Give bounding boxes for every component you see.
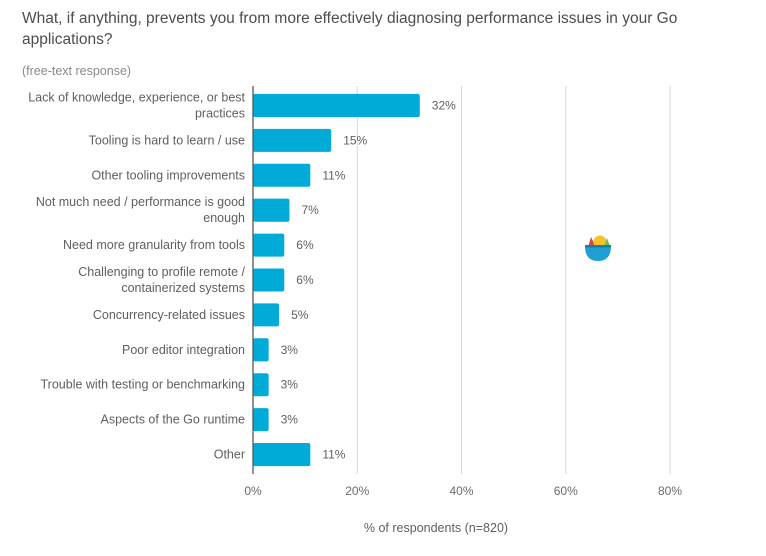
value-label: 5% (291, 308, 309, 322)
bar (253, 408, 269, 432)
x-tick-label: 80% (658, 484, 682, 498)
x-tick-label: 60% (554, 484, 578, 498)
x-tick-label: 40% (449, 484, 473, 498)
category-label: Other tooling improvements (91, 168, 245, 182)
value-label: 6% (296, 273, 314, 287)
chart-title: What, if anything, prevents you from mor… (22, 10, 678, 48)
category-label: Aspects of the Go runtime (100, 413, 245, 427)
value-label: 3% (281, 378, 299, 392)
bar (253, 443, 311, 467)
value-label: 15% (343, 133, 367, 147)
bar (253, 233, 285, 257)
category-label: Challenging to profile remote / container… (78, 265, 245, 295)
category-label: Poor editor integration (122, 343, 245, 357)
bar (253, 198, 290, 222)
value-label: 11% (322, 448, 345, 462)
value-label: 7% (301, 203, 319, 217)
category-label: Concurrency-related issues (93, 308, 245, 322)
bar (253, 93, 420, 117)
value-label: 3% (281, 413, 299, 427)
category-label: Other (214, 448, 245, 462)
gridlines (356, 86, 671, 474)
category-label: Trouble with testing or benchmarking (41, 378, 246, 392)
category-labels: Lack of knowledge, experience, or best pr… (28, 90, 245, 461)
x-tick-labels: 0% 20% 40% 60% 80% (244, 484, 682, 498)
category-label: Lack of knowledge, experience, or best pr… (28, 90, 245, 120)
bars (253, 93, 420, 467)
chart-subtitle: (free-text response) (22, 64, 132, 78)
value-label: 32% (432, 98, 456, 112)
category-label: Tooling is hard to learn / use (89, 133, 245, 147)
category-label: Need more granularity from tools (63, 238, 245, 252)
bar (253, 338, 269, 362)
value-label: 6% (296, 238, 314, 252)
bar (253, 163, 311, 187)
category-label: Not much need / performance is good enoug… (36, 195, 245, 225)
value-label: 3% (281, 343, 299, 357)
bar (253, 303, 280, 327)
bar (253, 373, 269, 397)
value-labels: 32% 15% 11% 7% 6% 6% 5% 3% 3% 3% 11% (281, 98, 457, 461)
x-axis-label: % of respondents (n=820) (364, 521, 508, 535)
x-tick-label: 0% (244, 484, 262, 498)
bar (253, 128, 332, 152)
x-tick-label: 20% (345, 484, 369, 498)
value-label: 11% (322, 168, 345, 182)
bar (253, 268, 285, 292)
gopher-bowl-logo-icon (585, 235, 611, 261)
